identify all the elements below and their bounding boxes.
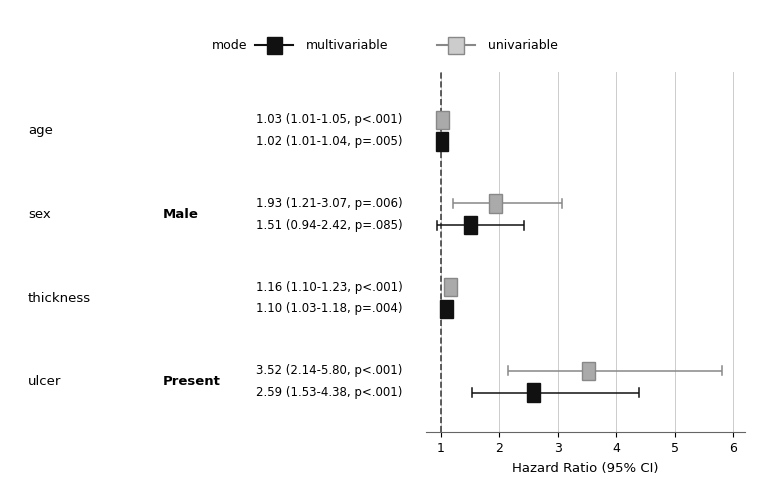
Bar — [464, 216, 477, 234]
Text: Present: Present — [162, 375, 220, 388]
Bar — [582, 361, 594, 380]
Bar — [488, 194, 502, 213]
Bar — [528, 384, 540, 402]
Text: 1.51 (0.94-2.42, p=.085): 1.51 (0.94-2.42, p=.085) — [256, 219, 402, 232]
Text: univariable: univariable — [488, 38, 558, 52]
Bar — [444, 278, 457, 296]
Bar — [435, 132, 449, 151]
Bar — [266, 36, 282, 54]
Text: 1.93 (1.21-3.07, p=.006): 1.93 (1.21-3.07, p=.006) — [256, 197, 402, 210]
Bar — [436, 110, 449, 129]
Bar — [440, 300, 453, 318]
Text: 2.59 (1.53-4.38, p<.001): 2.59 (1.53-4.38, p<.001) — [257, 386, 402, 399]
Text: 1.03 (1.01-1.05, p<.001): 1.03 (1.01-1.05, p<.001) — [257, 113, 402, 126]
Bar — [449, 36, 464, 54]
Text: ulcer: ulcer — [28, 375, 61, 388]
Text: age: age — [28, 124, 53, 137]
Text: sex: sex — [28, 208, 51, 221]
Text: 1.10 (1.03-1.18, p=.004): 1.10 (1.03-1.18, p=.004) — [256, 302, 402, 315]
Text: mode: mode — [211, 38, 247, 52]
Text: multivariable: multivariable — [306, 38, 389, 52]
Text: 1.16 (1.10-1.23, p<.001): 1.16 (1.10-1.23, p<.001) — [256, 281, 402, 294]
Text: 1.02 (1.01-1.04, p=.005): 1.02 (1.01-1.04, p=.005) — [256, 135, 402, 148]
X-axis label: Hazard Ratio (95% CI): Hazard Ratio (95% CI) — [512, 462, 659, 475]
Text: 3.52 (2.14-5.80, p<.001): 3.52 (2.14-5.80, p<.001) — [257, 364, 402, 377]
Text: Male: Male — [162, 208, 198, 221]
Text: thickness: thickness — [28, 291, 91, 304]
